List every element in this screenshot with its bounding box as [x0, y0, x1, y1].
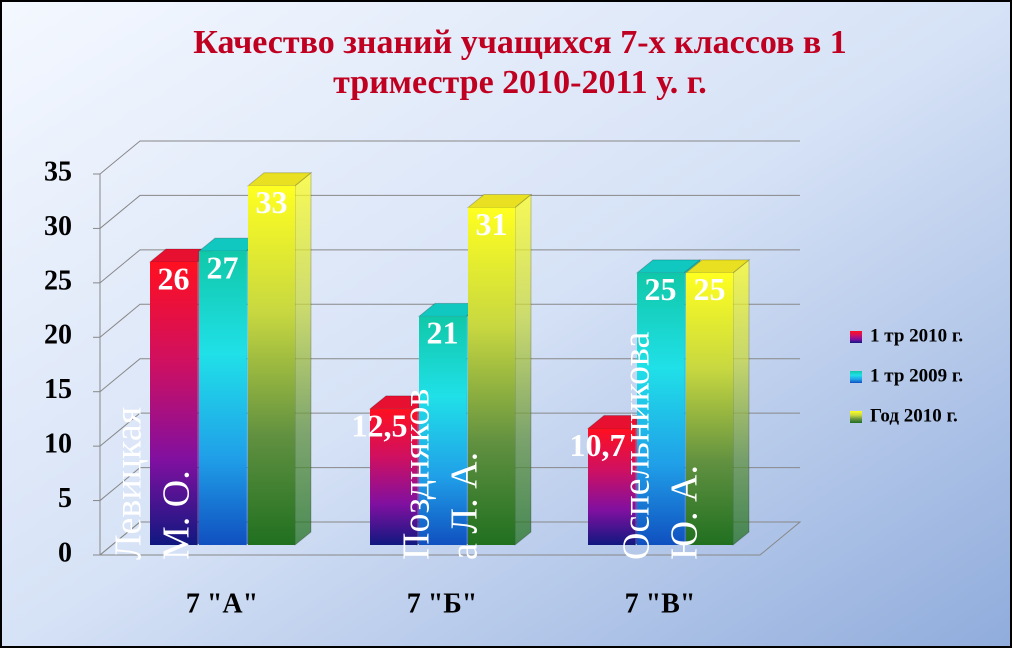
grid-line — [99, 249, 800, 284]
y-tick-label: 5 — [58, 483, 72, 514]
x-tick-label: 7 "Б" — [407, 588, 478, 619]
data-label: 26 — [158, 260, 190, 296]
data-label: 31 — [476, 206, 508, 242]
grid-line — [99, 303, 800, 338]
legend-label: Год 2010 г. — [870, 405, 958, 426]
bar — [370, 408, 417, 545]
y-tick-label: 25 — [44, 265, 72, 296]
y-tick-label: 10 — [44, 429, 72, 460]
grid-line — [99, 140, 800, 175]
data-label: 21 — [427, 315, 459, 351]
y-tick-label: 35 — [44, 156, 72, 187]
legend-label: 1 тр 2010 г. — [870, 325, 963, 346]
bar-side — [732, 258, 750, 547]
grid-line — [99, 412, 800, 447]
x-tick-label: 7 "А" — [186, 588, 258, 619]
annotation: а Л. А. — [444, 452, 486, 560]
legend-swatch — [850, 411, 862, 423]
y-tick-label: 0 — [58, 537, 72, 568]
chart-title: Качество знаний учащихся 7-х классов в 1 — [193, 24, 847, 61]
bar — [468, 207, 515, 546]
annotation: Поздняков — [396, 389, 438, 560]
annotation: Оспельникова — [616, 332, 658, 560]
x-tick-label: 7 "В" — [625, 588, 696, 619]
annotation: Ю. А. — [664, 465, 706, 560]
legend-label: 1 тр 2009 г. — [870, 365, 963, 386]
y-tick-label: 20 — [44, 320, 72, 351]
chart-title: триместре 2010-2011 у. г. — [333, 64, 707, 101]
bar-side — [294, 171, 312, 547]
bar — [637, 272, 684, 545]
legend-swatch — [850, 371, 862, 383]
y-tick-label: 15 — [44, 374, 72, 405]
legend-swatch — [850, 331, 862, 343]
data-label: 25 — [694, 271, 726, 307]
grid-line — [99, 194, 800, 229]
bar — [248, 185, 295, 545]
bar — [686, 272, 733, 545]
bar — [150, 261, 197, 545]
y-tick-label: 30 — [44, 211, 72, 242]
bar-side — [514, 193, 532, 547]
data-label: 12,5 — [352, 407, 408, 443]
data-label: 10,7 — [570, 427, 626, 463]
data-label: 27 — [207, 249, 239, 285]
grid-line — [99, 521, 800, 556]
bar — [199, 251, 246, 546]
annotation: М. О. — [156, 470, 198, 560]
bar — [419, 316, 466, 545]
annotation: Левицкая — [108, 407, 150, 560]
data-label: 25 — [645, 271, 677, 307]
grid-line — [99, 467, 800, 501]
bar — [588, 428, 635, 545]
data-label: 33 — [256, 184, 288, 220]
grid-line — [99, 358, 800, 393]
